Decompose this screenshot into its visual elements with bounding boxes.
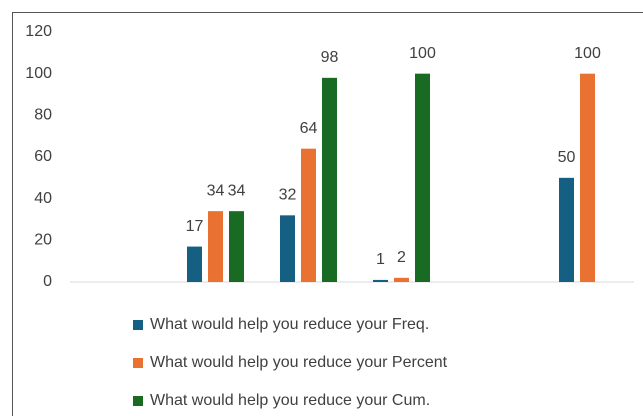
bar <box>301 148 316 282</box>
bar <box>280 215 295 282</box>
data-label: 100 <box>409 45 436 62</box>
data-label: 50 <box>558 149 576 166</box>
legend-swatch <box>133 320 143 330</box>
data-label: 34 <box>207 182 225 199</box>
legend-label: What would help you reduce your Freq. <box>150 316 429 333</box>
data-label: 100 <box>574 45 601 62</box>
bar <box>394 277 409 282</box>
data-label: 17 <box>186 218 204 235</box>
bar <box>208 211 223 282</box>
bar <box>559 177 574 282</box>
y-tick-label: 60 <box>34 148 52 165</box>
legend-label: What would help you reduce your Cum. <box>150 392 430 409</box>
data-label: 2 <box>397 249 406 266</box>
bar <box>580 73 595 283</box>
bar <box>229 211 244 282</box>
y-tick-label: 120 <box>25 23 52 40</box>
data-label: 98 <box>321 49 339 66</box>
y-tick-label: 20 <box>34 232 52 249</box>
bar <box>373 279 388 282</box>
y-tick-label: 100 <box>25 65 52 82</box>
bar <box>322 77 337 282</box>
data-label: 1 <box>376 251 385 268</box>
data-label: 34 <box>228 182 246 199</box>
bar <box>415 73 430 283</box>
data-label: 32 <box>279 187 297 204</box>
y-tick-label: 40 <box>34 190 52 207</box>
bar <box>187 246 202 282</box>
y-tick-label: 0 <box>43 273 52 290</box>
data-label: 64 <box>300 120 318 137</box>
y-tick-label: 80 <box>34 107 52 124</box>
legend-label: What would help you reduce your Percent <box>150 354 448 371</box>
legend-swatch <box>133 358 143 368</box>
legend-swatch <box>133 396 143 406</box>
